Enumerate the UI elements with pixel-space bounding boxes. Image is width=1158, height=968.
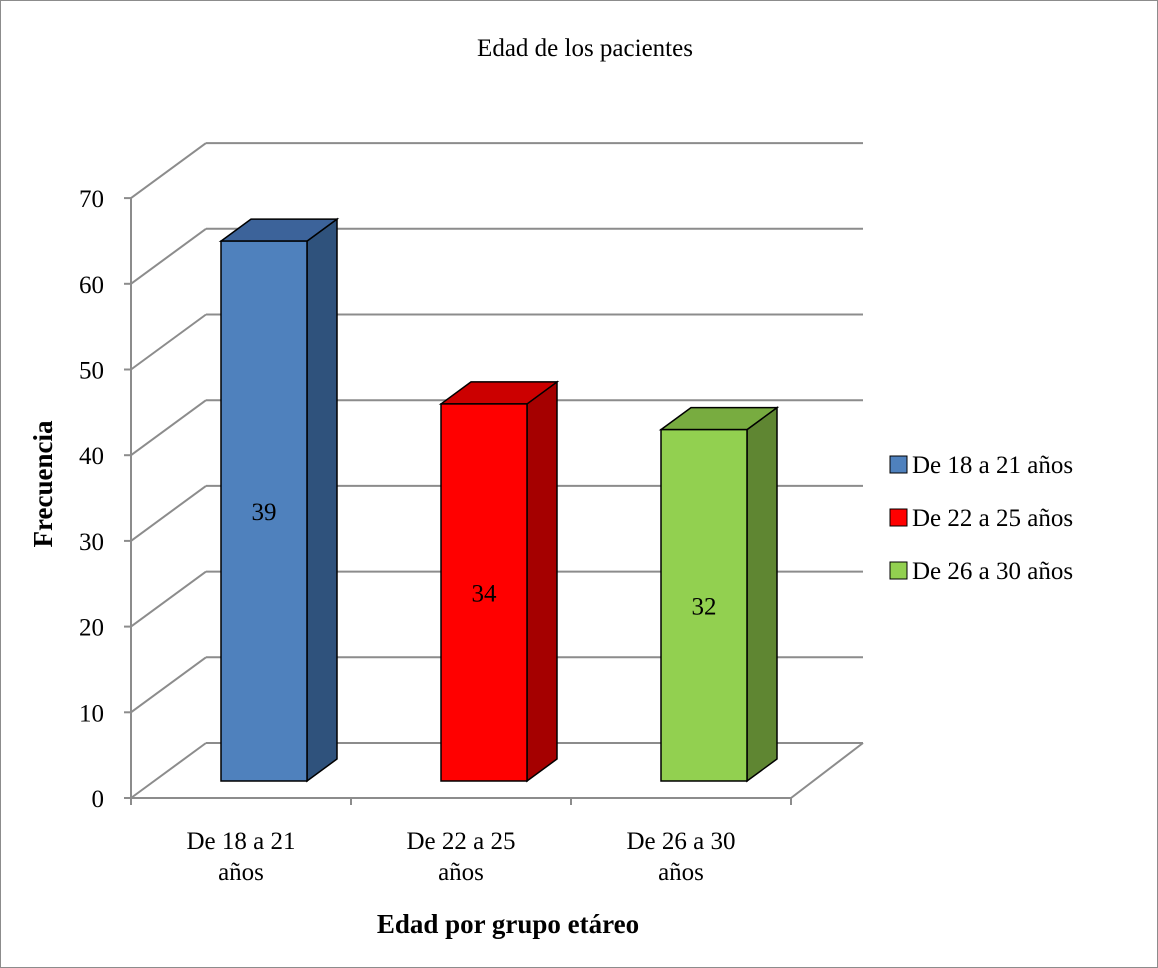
gridline-diagonal xyxy=(130,570,207,628)
category-label: años xyxy=(658,859,704,886)
bar xyxy=(660,428,748,782)
y-tick-label: 70 xyxy=(79,186,104,213)
category-label: De 18 a 21 xyxy=(187,828,296,855)
bar xyxy=(220,240,308,782)
gridline-diagonal xyxy=(130,142,207,199)
bar xyxy=(440,403,528,782)
bar-group: 34 xyxy=(438,380,560,783)
y-tick-label: 20 xyxy=(79,615,104,642)
legend-swatch xyxy=(889,508,908,527)
gridline-diagonal xyxy=(130,656,207,714)
x-axis-title: Edad por grupo etáreo xyxy=(377,909,639,939)
bars: 39 34 32 xyxy=(218,217,780,783)
y-tick-label: 0 xyxy=(92,786,105,813)
data-label: 34 xyxy=(472,580,498,607)
y-tick-label: 30 xyxy=(79,529,104,556)
gridline-diagonal xyxy=(130,742,207,799)
y-axis-title: Frecuencia xyxy=(28,420,58,547)
legend-swatch xyxy=(889,455,908,474)
category-label: años xyxy=(218,859,264,886)
gridline-diagonal xyxy=(130,485,207,542)
bar-group: 39 xyxy=(218,217,340,783)
category-labels: De 18 a 21 años De 22 a 25 años De 26 a 30 añ… xyxy=(187,828,736,886)
y-tick-label: 10 xyxy=(79,700,104,727)
legend: De 18 a 21 años De 22 a 25 años De 26 a 30… xyxy=(889,452,1073,585)
gridline-diagonal xyxy=(130,313,207,371)
legend-swatch xyxy=(889,561,908,580)
bar-side xyxy=(526,380,558,783)
gridline-diagonal xyxy=(130,399,207,457)
bar-side xyxy=(306,217,338,783)
category-label: De 22 a 25 xyxy=(407,828,516,855)
gridline-diagonal xyxy=(130,227,207,285)
bar-group: 32 xyxy=(658,406,780,783)
category-label: años xyxy=(438,859,484,886)
legend-label: De 26 a 30 años xyxy=(912,558,1073,585)
y-tick-label: 50 xyxy=(79,358,104,385)
chart-title: Edad de los pacientes xyxy=(477,35,693,62)
bar-side xyxy=(746,406,778,783)
legend-label: De 22 a 25 años xyxy=(912,505,1073,532)
y-tick-label: 40 xyxy=(79,443,104,470)
legend-label: De 18 a 21 años xyxy=(912,452,1073,479)
data-label: 39 xyxy=(252,499,277,526)
data-label: 32 xyxy=(692,593,717,620)
floor-edge xyxy=(790,742,864,799)
axes: 0 10 20 30 40 50 60 70 xyxy=(79,186,792,813)
category-label: De 26 a 30 xyxy=(627,828,736,855)
y-tick-label: 60 xyxy=(79,272,104,299)
